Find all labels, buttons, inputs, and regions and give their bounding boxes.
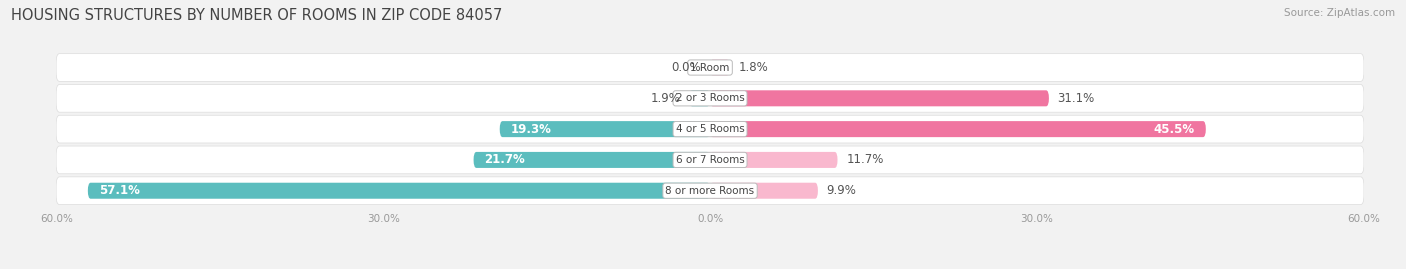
Text: 9.9%: 9.9% <box>827 184 856 197</box>
Text: Source: ZipAtlas.com: Source: ZipAtlas.com <box>1284 8 1395 18</box>
FancyBboxPatch shape <box>87 183 710 199</box>
Text: 31.1%: 31.1% <box>1057 92 1095 105</box>
FancyBboxPatch shape <box>710 183 818 199</box>
FancyBboxPatch shape <box>56 177 1364 205</box>
Text: 8 or more Rooms: 8 or more Rooms <box>665 186 755 196</box>
Text: 11.7%: 11.7% <box>846 153 883 167</box>
Text: 4 or 5 Rooms: 4 or 5 Rooms <box>676 124 744 134</box>
Text: 45.5%: 45.5% <box>1154 123 1195 136</box>
Text: HOUSING STRUCTURES BY NUMBER OF ROOMS IN ZIP CODE 84057: HOUSING STRUCTURES BY NUMBER OF ROOMS IN… <box>11 8 502 23</box>
Text: 1.9%: 1.9% <box>651 92 681 105</box>
Text: 1.8%: 1.8% <box>738 61 768 74</box>
Text: 0.0%: 0.0% <box>672 61 702 74</box>
FancyBboxPatch shape <box>710 152 838 168</box>
Text: 6 or 7 Rooms: 6 or 7 Rooms <box>676 155 744 165</box>
FancyBboxPatch shape <box>710 59 730 76</box>
FancyBboxPatch shape <box>710 121 1206 137</box>
Text: 21.7%: 21.7% <box>485 153 526 167</box>
Text: 1 Room: 1 Room <box>690 62 730 73</box>
Text: 2 or 3 Rooms: 2 or 3 Rooms <box>676 93 744 103</box>
Text: 19.3%: 19.3% <box>510 123 551 136</box>
FancyBboxPatch shape <box>689 90 710 106</box>
FancyBboxPatch shape <box>474 152 710 168</box>
FancyBboxPatch shape <box>56 84 1364 112</box>
FancyBboxPatch shape <box>56 54 1364 82</box>
FancyBboxPatch shape <box>56 146 1364 174</box>
FancyBboxPatch shape <box>499 121 710 137</box>
Text: 57.1%: 57.1% <box>98 184 139 197</box>
FancyBboxPatch shape <box>710 90 1049 106</box>
FancyBboxPatch shape <box>56 115 1364 143</box>
